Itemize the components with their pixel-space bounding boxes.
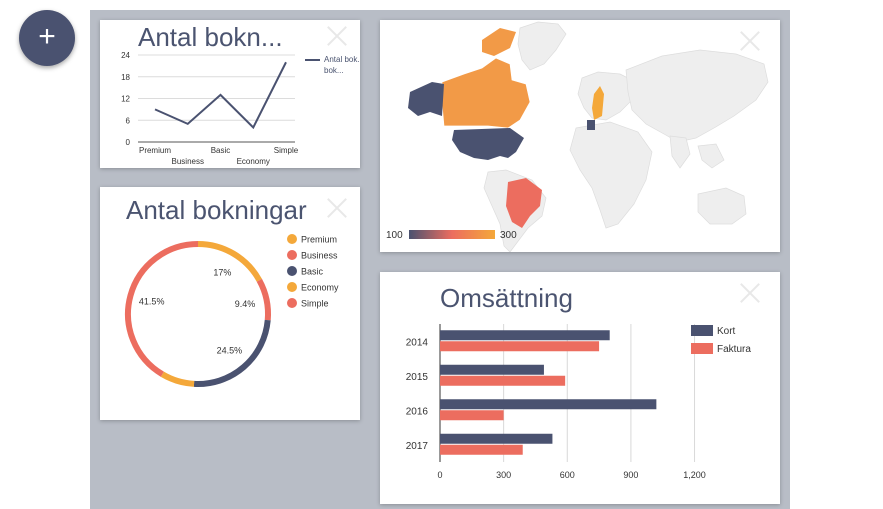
donut-legend-label: Simple xyxy=(301,299,329,309)
bar-kort-2017[interactable] xyxy=(440,433,553,444)
usa-shape xyxy=(452,128,524,160)
world-map: 100 300 xyxy=(386,21,769,252)
donut-legend-label: Economy xyxy=(301,283,339,293)
bar-x-tick-label: 0 xyxy=(437,470,442,480)
bar-x-tick-label: 900 xyxy=(623,470,638,480)
map-card[interactable]: 100 300 xyxy=(380,20,780,252)
legend-swatch xyxy=(287,234,297,244)
legend-swatch xyxy=(691,325,713,336)
donut-legend-label: Basic xyxy=(301,267,324,277)
sweden-shape xyxy=(592,86,604,120)
color-scale-max: 300 xyxy=(500,230,517,241)
donut-chart-card[interactable]: Antal bokningar 17% 9.4% 24.5% 41.5% Premiu… xyxy=(100,187,360,420)
line-series xyxy=(154,61,287,130)
color-scale-bar xyxy=(409,230,495,239)
legend-swatch xyxy=(287,282,297,292)
donut-slice-premium[interactable] xyxy=(197,241,262,282)
color-scale-min: 100 xyxy=(386,230,403,241)
line-y-tick-label: 12 xyxy=(121,95,130,104)
line-y-tick-label: 24 xyxy=(121,51,130,60)
donut-chart-title: Antal bokningar xyxy=(126,195,307,225)
line-chart-title: Antal bokn... xyxy=(138,22,283,52)
bar-chart-svg: 0 300 600 900 1,200 2014 2015 2016 2017 Kort Fak… xyxy=(406,324,751,480)
bar-legend-label: Kort xyxy=(717,326,736,337)
bar-y-tick-label: 2016 xyxy=(406,406,429,417)
bar-y-tick-label: 2014 xyxy=(406,337,429,348)
line-y-tick-label: 0 xyxy=(126,138,131,147)
line-chart-svg: 24 18 12 6 0 Premium Basic Simple Business Econom… xyxy=(121,51,360,166)
line-legend-label: Antal bok... xyxy=(324,55,360,64)
donut-legend-label: Premium xyxy=(301,235,337,245)
australia-shape xyxy=(697,187,747,225)
donut-legend-label: Business xyxy=(301,251,338,261)
india-shape xyxy=(669,135,691,169)
southeast-asia-shape xyxy=(697,143,725,169)
bar-chart-title: Omsättning xyxy=(440,283,573,313)
bar-x-tick-label: 600 xyxy=(560,470,575,480)
line-chart-card[interactable]: Antal bokn... 24 18 12 6 0 Premium Basic Simple… xyxy=(100,20,360,168)
legend-swatch xyxy=(287,266,297,276)
bar-x-tick-label: 1,200 xyxy=(683,470,706,480)
donut-slice-basic[interactable] xyxy=(193,319,271,387)
bar-y-tick-label: 2017 xyxy=(406,441,429,452)
donut-slice-economy[interactable] xyxy=(160,371,195,387)
canada-islands-shape xyxy=(482,28,516,56)
donut-percent-label: 9.4% xyxy=(235,299,256,309)
bar-faktura-2017[interactable] xyxy=(440,444,523,455)
bar-kort-2014[interactable] xyxy=(440,330,610,341)
canada-shape xyxy=(441,57,531,129)
bar-faktura-2014[interactable] xyxy=(440,341,600,352)
bar-legend-label: Faktura xyxy=(717,344,751,355)
line-x-tick-label: Basic xyxy=(211,146,231,155)
line-y-tick-label: 18 xyxy=(121,73,130,82)
donut-percent-label: 24.5% xyxy=(217,345,243,355)
greenland-shape xyxy=(517,21,567,71)
bar-kort-2016[interactable] xyxy=(440,399,657,410)
bar-chart-card[interactable]: Omsättning 0 300 600 900 1,200 2014 2015 2016 2… xyxy=(380,272,780,504)
bar-kort-2015[interactable] xyxy=(440,364,544,375)
line-legend-label-cont: bok... xyxy=(324,66,344,75)
bar-x-tick-label: 300 xyxy=(496,470,511,480)
line-x-tick-label: Business xyxy=(172,157,204,166)
africa-shape xyxy=(569,121,653,229)
legend-swatch xyxy=(287,250,297,260)
asia-shape xyxy=(625,49,769,143)
line-x-tick-label: Premium xyxy=(139,146,171,155)
donut-slice-simple[interactable] xyxy=(125,241,199,377)
legend-swatch xyxy=(287,298,297,308)
bar-faktura-2015[interactable] xyxy=(440,375,566,386)
bar-faktura-2016[interactable] xyxy=(440,410,504,421)
alaska-shape xyxy=(408,82,444,116)
line-y-tick-label: 6 xyxy=(126,116,131,125)
donut-slice-business[interactable] xyxy=(256,278,271,321)
germany-shape xyxy=(587,120,595,130)
brazil-shape xyxy=(506,178,542,228)
line-x-tick-label: Economy xyxy=(237,157,270,166)
donut-percent-label: 41.5% xyxy=(139,296,165,306)
add-widget-button[interactable]: + xyxy=(19,10,75,66)
donut-percent-label: 17% xyxy=(213,268,231,278)
legend-swatch xyxy=(691,343,713,354)
donut-chart-svg: 17% 9.4% 24.5% 41.5% Premium Business Basic Ec… xyxy=(125,234,339,387)
bar-y-tick-label: 2015 xyxy=(406,372,429,383)
line-x-tick-label: Simple xyxy=(274,146,299,155)
